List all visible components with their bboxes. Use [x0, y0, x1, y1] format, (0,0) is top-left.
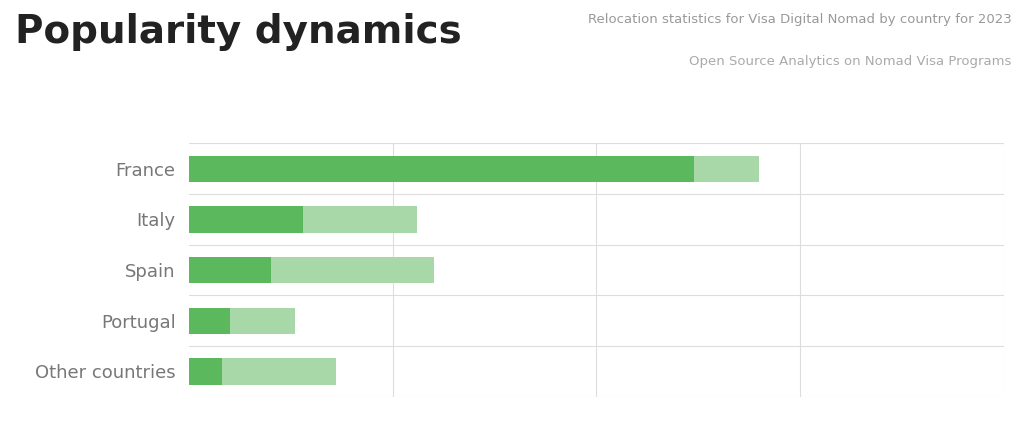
- Bar: [189, 156, 694, 182]
- Bar: [694, 156, 759, 182]
- Bar: [189, 257, 270, 283]
- Bar: [189, 358, 222, 384]
- Bar: [230, 308, 295, 334]
- Bar: [189, 206, 303, 233]
- Bar: [270, 257, 433, 283]
- Text: Relocation statistics for Visa Digital Nomad by country for 2023: Relocation statistics for Visa Digital N…: [588, 13, 1012, 26]
- Bar: [303, 206, 418, 233]
- Text: Open Source Analytics on Nomad Visa Programs: Open Source Analytics on Nomad Visa Prog…: [689, 55, 1012, 68]
- Bar: [189, 308, 230, 334]
- Text: Popularity dynamics: Popularity dynamics: [15, 13, 462, 51]
- Bar: [222, 358, 336, 384]
